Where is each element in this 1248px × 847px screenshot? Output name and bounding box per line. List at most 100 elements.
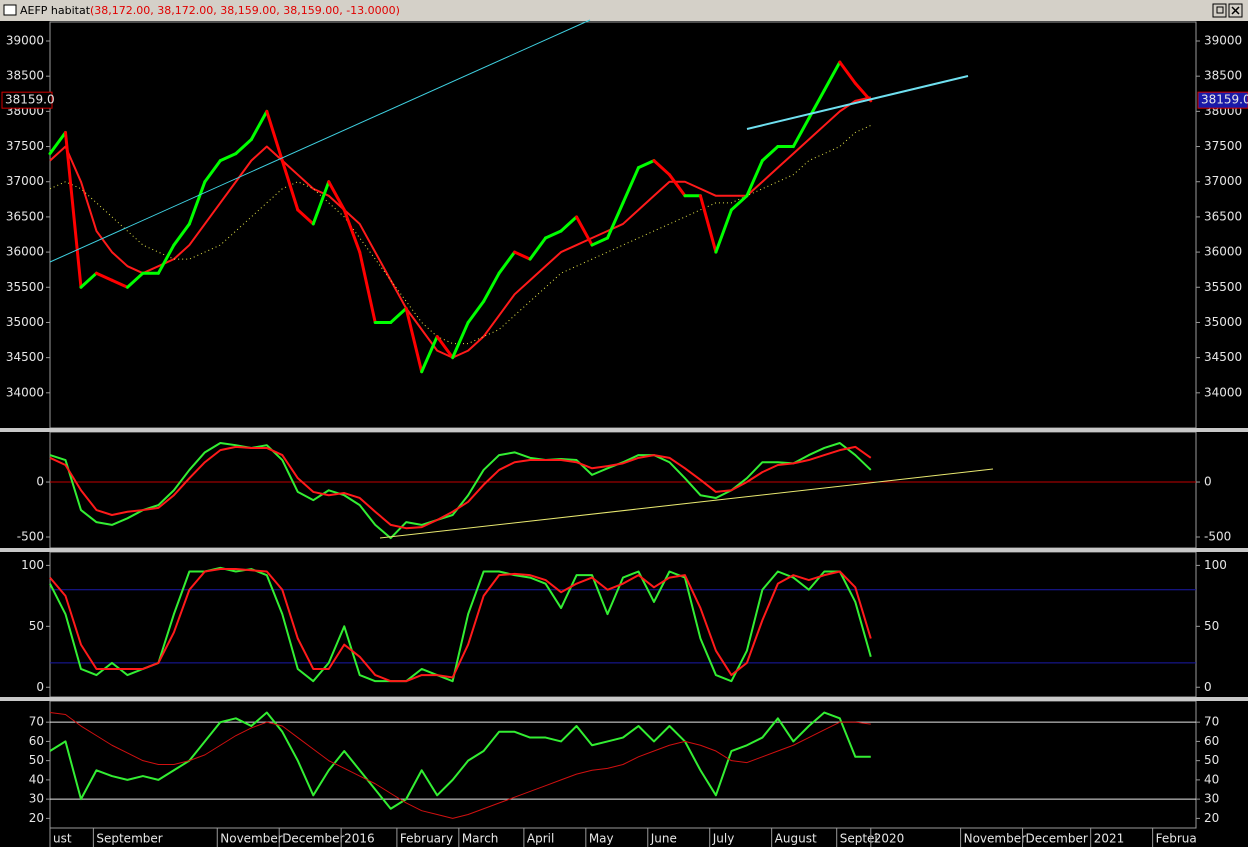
- last-price-label: 38159.0: [1201, 93, 1248, 107]
- x-tick-label: 2021: [1094, 832, 1125, 846]
- y-tick-label: 50: [29, 753, 44, 767]
- price-segment: [203, 159, 222, 184]
- x-tick-label: June: [650, 832, 677, 846]
- y-tick-label: 39000: [6, 33, 44, 47]
- window-buttons[interactable]: [1212, 3, 1243, 18]
- y-tick-label: 60: [29, 734, 44, 748]
- price-segment: [48, 130, 67, 156]
- price-segment: [420, 335, 439, 374]
- price-segment: [667, 173, 687, 198]
- y-tick-label: 50: [1204, 753, 1219, 767]
- y-tick-label: 36000: [6, 245, 44, 259]
- x-tick-label: Septei: [840, 832, 878, 846]
- y-tick-label: 50: [29, 619, 44, 633]
- price-segment: [234, 138, 253, 156]
- price-segment: [265, 109, 284, 163]
- y-tick-label: 40: [1204, 772, 1219, 786]
- trend-lines: [49, 19, 994, 539]
- price-segment: [311, 180, 331, 226]
- y-tick-label: 70: [29, 715, 44, 729]
- panel-separator: [0, 548, 1248, 552]
- price-segment: [342, 208, 362, 254]
- panel-separators: [0, 428, 1248, 701]
- y-tick-label: 34500: [6, 350, 44, 364]
- price-segment: [327, 180, 346, 212]
- last-price-label: 38159.0: [5, 93, 55, 107]
- price-segment: [389, 306, 408, 324]
- price-segment: [745, 159, 764, 198]
- x-tick-label: 2020: [874, 832, 905, 846]
- y-tick-label: 35000: [6, 315, 44, 329]
- y-tick-label: 38500: [1204, 69, 1242, 83]
- y-tick-label: 30: [29, 792, 44, 806]
- price-segment: [280, 159, 300, 212]
- price-segment: [156, 243, 176, 275]
- trend-line: [49, 19, 591, 263]
- y-tick-label: 30: [1204, 792, 1219, 806]
- quote: (38,172.00, 38,172.00, 38,159.00, 38,159…: [90, 4, 400, 17]
- price-segment: [760, 145, 780, 163]
- price-segment: [172, 222, 191, 247]
- x-tick-label: December: [282, 832, 344, 846]
- y-tick-label: -500: [1204, 530, 1231, 544]
- price-segment: [621, 166, 640, 205]
- y-tick-label: 35500: [1204, 280, 1242, 294]
- series-line: [49, 445, 872, 530]
- y-tick-label: 0: [36, 680, 44, 694]
- restore-icon: [1216, 6, 1224, 14]
- series-line: [49, 711, 871, 810]
- y-tick-label: 34000: [6, 385, 44, 399]
- x-tick-label: ust: [53, 832, 72, 846]
- price-segment: [497, 250, 517, 275]
- y-tick-label: 36500: [6, 209, 44, 223]
- price-segment: [110, 278, 129, 289]
- x-tick-label: Februa: [1156, 832, 1197, 846]
- y-tick-label: 100: [1204, 558, 1227, 572]
- y-tick-label: 70: [1204, 715, 1219, 729]
- price-segment: [482, 271, 501, 303]
- x-tick-label: September: [96, 832, 162, 846]
- y-tick-label: 37000: [1204, 174, 1242, 188]
- x-tick-label: 2016: [344, 832, 375, 846]
- price-segment: [125, 271, 145, 289]
- price-segment: [838, 60, 857, 85]
- price-segment: [94, 271, 114, 282]
- price-segment: [822, 60, 842, 92]
- price-segment: [451, 320, 470, 360]
- y-tick-label: 36500: [1204, 209, 1242, 223]
- y-tick-label: 34000: [1204, 385, 1242, 399]
- x-tick-label: July: [712, 832, 735, 846]
- price-segment: [296, 208, 315, 226]
- y-tick-label: -500: [17, 530, 44, 544]
- price-segment: [404, 306, 424, 374]
- price-segment: [729, 194, 749, 212]
- y-tick-label: 100: [21, 558, 44, 572]
- price-segment: [466, 299, 486, 324]
- series-line: [49, 96, 872, 359]
- last-price-box: [1197, 91, 1248, 109]
- y-tick-label: 40: [29, 772, 44, 786]
- y-tick-label: 50: [1204, 619, 1219, 633]
- price-segment: [698, 194, 718, 254]
- price-segment: [513, 250, 532, 261]
- x-tick-label: December: [1026, 832, 1088, 846]
- x-tick-label: May: [589, 832, 614, 846]
- series-line: [49, 566, 872, 683]
- y-tick-label: 37500: [1204, 139, 1242, 153]
- y-tick-label: 36000: [1204, 245, 1242, 259]
- y-tick-label: 35500: [6, 280, 44, 294]
- trend-line: [746, 75, 969, 130]
- price-segment: [606, 201, 625, 240]
- x-tick-label: February: [400, 832, 453, 846]
- y-tick-label: 37000: [6, 174, 44, 188]
- y-tick-label: 39000: [1204, 33, 1242, 47]
- price-segment: [575, 215, 594, 247]
- y-tick-label: 60: [1204, 734, 1219, 748]
- price-segment: [559, 215, 579, 233]
- y-tick-label: 20: [29, 811, 44, 825]
- restore-button[interactable]: [1212, 3, 1227, 18]
- price-segment: [636, 159, 656, 170]
- data-layer: ust September November December 2016 February…: [1, 33, 1248, 847]
